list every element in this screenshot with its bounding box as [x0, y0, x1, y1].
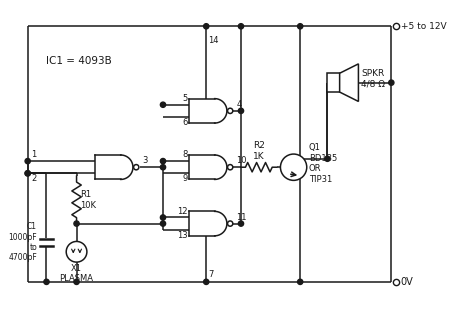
Circle shape	[203, 24, 209, 29]
Circle shape	[133, 165, 139, 170]
Circle shape	[25, 171, 30, 176]
Text: R2
1K: R2 1K	[253, 141, 265, 161]
Circle shape	[228, 221, 233, 226]
Text: 0V: 0V	[400, 277, 414, 287]
Circle shape	[161, 158, 166, 164]
Text: C1
1000pF
to
4700pF: C1 1000pF to 4700pF	[8, 222, 37, 263]
Circle shape	[161, 215, 166, 220]
Text: 5: 5	[182, 94, 188, 103]
Circle shape	[74, 221, 79, 226]
Circle shape	[325, 156, 330, 162]
Text: 10: 10	[236, 156, 247, 165]
Circle shape	[228, 165, 233, 170]
Circle shape	[238, 24, 244, 29]
Text: +5 to 12V: +5 to 12V	[400, 22, 446, 31]
Circle shape	[203, 279, 209, 285]
Text: 7: 7	[208, 270, 213, 279]
Text: 3: 3	[143, 156, 147, 165]
Text: X1
PLASMA: X1 PLASMA	[60, 264, 93, 283]
Circle shape	[66, 241, 87, 262]
Text: IC1 = 4093B: IC1 = 4093B	[46, 56, 112, 66]
Bar	[327, 73, 340, 92]
Circle shape	[298, 279, 303, 285]
Text: 14: 14	[208, 36, 219, 45]
Circle shape	[161, 102, 166, 107]
Circle shape	[298, 24, 303, 29]
Circle shape	[44, 279, 49, 285]
Circle shape	[228, 108, 233, 113]
Circle shape	[25, 171, 30, 176]
Text: 1: 1	[32, 150, 37, 159]
Text: 4: 4	[236, 100, 242, 109]
Text: 2: 2	[32, 174, 37, 183]
Text: 13: 13	[177, 231, 188, 240]
Circle shape	[238, 108, 244, 113]
Text: 8: 8	[182, 150, 188, 159]
Text: 12: 12	[177, 206, 188, 215]
Circle shape	[389, 80, 394, 85]
Circle shape	[74, 279, 79, 285]
Circle shape	[281, 154, 307, 180]
Text: 11: 11	[236, 213, 247, 222]
Text: SPKR
4/8 Ω: SPKR 4/8 Ω	[361, 69, 385, 89]
Text: 9: 9	[182, 174, 188, 183]
Polygon shape	[340, 64, 359, 101]
Text: Q1
BD135
OR
TIP31: Q1 BD135 OR TIP31	[308, 143, 337, 184]
Text: R1
10K: R1 10K	[80, 190, 97, 210]
Circle shape	[25, 158, 30, 164]
Circle shape	[161, 221, 166, 226]
Circle shape	[161, 165, 166, 170]
Text: 6: 6	[182, 118, 188, 127]
Circle shape	[238, 221, 244, 226]
